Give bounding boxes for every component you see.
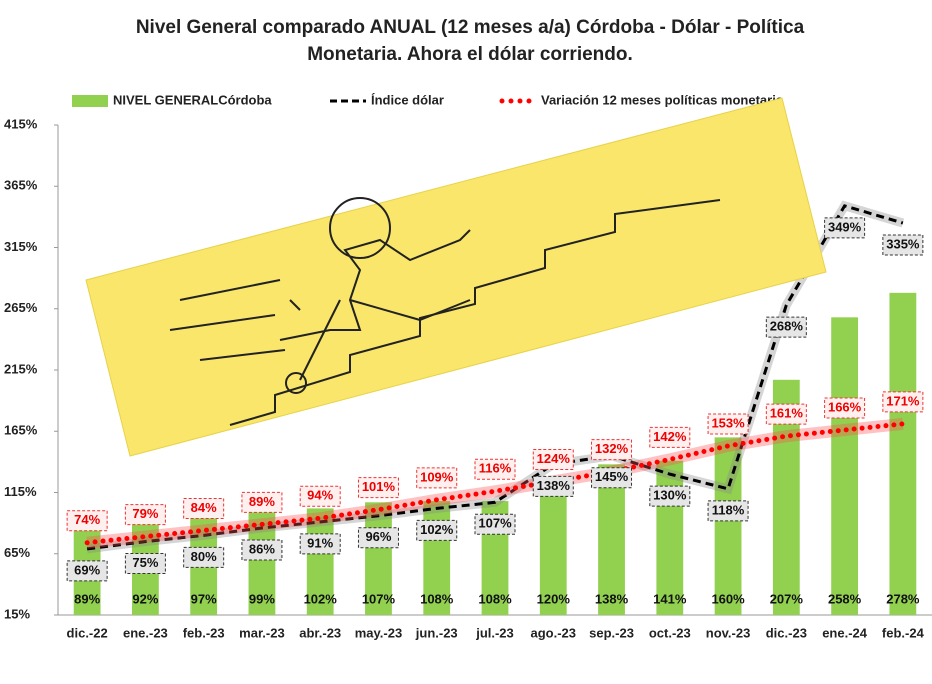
data-label: 138%	[595, 591, 629, 606]
data-label: 161%	[770, 406, 804, 421]
data-label: 124%	[537, 451, 571, 466]
chart-title: Nivel General comparado ANUAL (12 meses …	[100, 14, 840, 68]
x-tick-label: dic.-23	[766, 625, 807, 640]
data-label: 69%	[74, 562, 100, 577]
data-label: 166%	[828, 399, 862, 414]
data-label: 160%	[711, 591, 745, 606]
y-tick-label: 15%	[4, 606, 30, 621]
data-label: 84%	[191, 500, 217, 515]
data-label: 116%	[479, 461, 512, 476]
bar	[831, 317, 858, 615]
x-tick-label: ago.-23	[531, 625, 577, 640]
data-label: 268%	[770, 319, 804, 334]
x-tick-label: dic.-22	[67, 625, 108, 640]
data-label: 101%	[362, 479, 396, 494]
x-tick-label: nov.-23	[706, 625, 751, 640]
chart: 15% 65% 115% 165% 215% 265% 315% 365% 415% NIVEL …	[0, 0, 932, 684]
data-label: 258%	[828, 591, 862, 606]
data-label: 96%	[365, 529, 391, 544]
y-tick-label: 65%	[4, 545, 30, 560]
data-label: 94%	[307, 488, 333, 503]
x-tick-label: oct.-23	[649, 625, 691, 640]
legend-label: Índice dólar	[371, 92, 444, 107]
x-tick-label: may.-23	[355, 625, 402, 640]
data-label: 80%	[191, 549, 217, 564]
x-tick-label: abr.-23	[299, 625, 341, 640]
x-tick-label: feb.-24	[882, 625, 925, 640]
data-label: 335%	[886, 236, 920, 251]
data-label: 108%	[478, 591, 512, 606]
data-label: 118%	[712, 502, 745, 517]
x-tick-label: mar.-23	[239, 625, 285, 640]
data-label: 75%	[132, 555, 158, 570]
y-tick-label: 415%	[4, 116, 38, 131]
x-tick-label: jun.-23	[415, 625, 458, 640]
data-label: 107%	[478, 516, 512, 531]
legend-label: NIVEL GENERALCórdoba	[113, 92, 272, 107]
data-label: 153%	[711, 415, 745, 430]
x-tick-label: ene.-24	[822, 625, 868, 640]
x-tick-label: sep.-23	[589, 625, 634, 640]
data-label: 99%	[249, 591, 275, 606]
data-label: 130%	[653, 488, 687, 503]
x-tick-label: ene.-23	[123, 625, 168, 640]
data-label: 86%	[249, 541, 275, 556]
data-label: 132%	[595, 441, 629, 456]
data-label: 91%	[307, 535, 333, 550]
data-label: 171%	[886, 393, 920, 408]
data-label: 108%	[420, 591, 454, 606]
y-tick-label: 115%	[4, 484, 37, 499]
data-label: 278%	[886, 591, 920, 606]
data-label: 109%	[420, 469, 454, 484]
data-label: 102%	[304, 591, 338, 606]
sticky-note	[86, 98, 826, 456]
data-label: 207%	[770, 591, 804, 606]
data-label: 349%	[828, 219, 862, 234]
y-tick-label: 265%	[4, 300, 38, 315]
data-label: 107%	[362, 591, 396, 606]
data-label: 74%	[74, 512, 100, 527]
legend-label: Variación 12 meses políticas monetaria	[541, 92, 784, 107]
data-label: 120%	[537, 591, 571, 606]
page: Nivel General comparado ANUAL (12 meses …	[0, 0, 932, 684]
data-label: 102%	[420, 522, 454, 537]
data-label: 138%	[537, 478, 571, 493]
bar	[889, 293, 916, 615]
data-label: 89%	[74, 591, 100, 606]
data-label: 92%	[132, 591, 158, 606]
data-label: 145%	[595, 469, 629, 484]
data-label: 141%	[653, 591, 687, 606]
y-tick-label: 215%	[4, 361, 38, 376]
data-label: 97%	[191, 591, 217, 606]
y-tick-label: 315%	[4, 239, 38, 254]
data-label: 89%	[249, 494, 275, 509]
x-tick-label: jul.-23	[475, 625, 514, 640]
data-label: 142%	[653, 429, 687, 444]
y-tick-label: 165%	[4, 423, 38, 438]
legend-swatch	[72, 95, 108, 107]
x-tick-label: feb.-23	[183, 625, 225, 640]
data-label: 79%	[132, 506, 158, 521]
y-tick-label: 365%	[4, 178, 38, 193]
